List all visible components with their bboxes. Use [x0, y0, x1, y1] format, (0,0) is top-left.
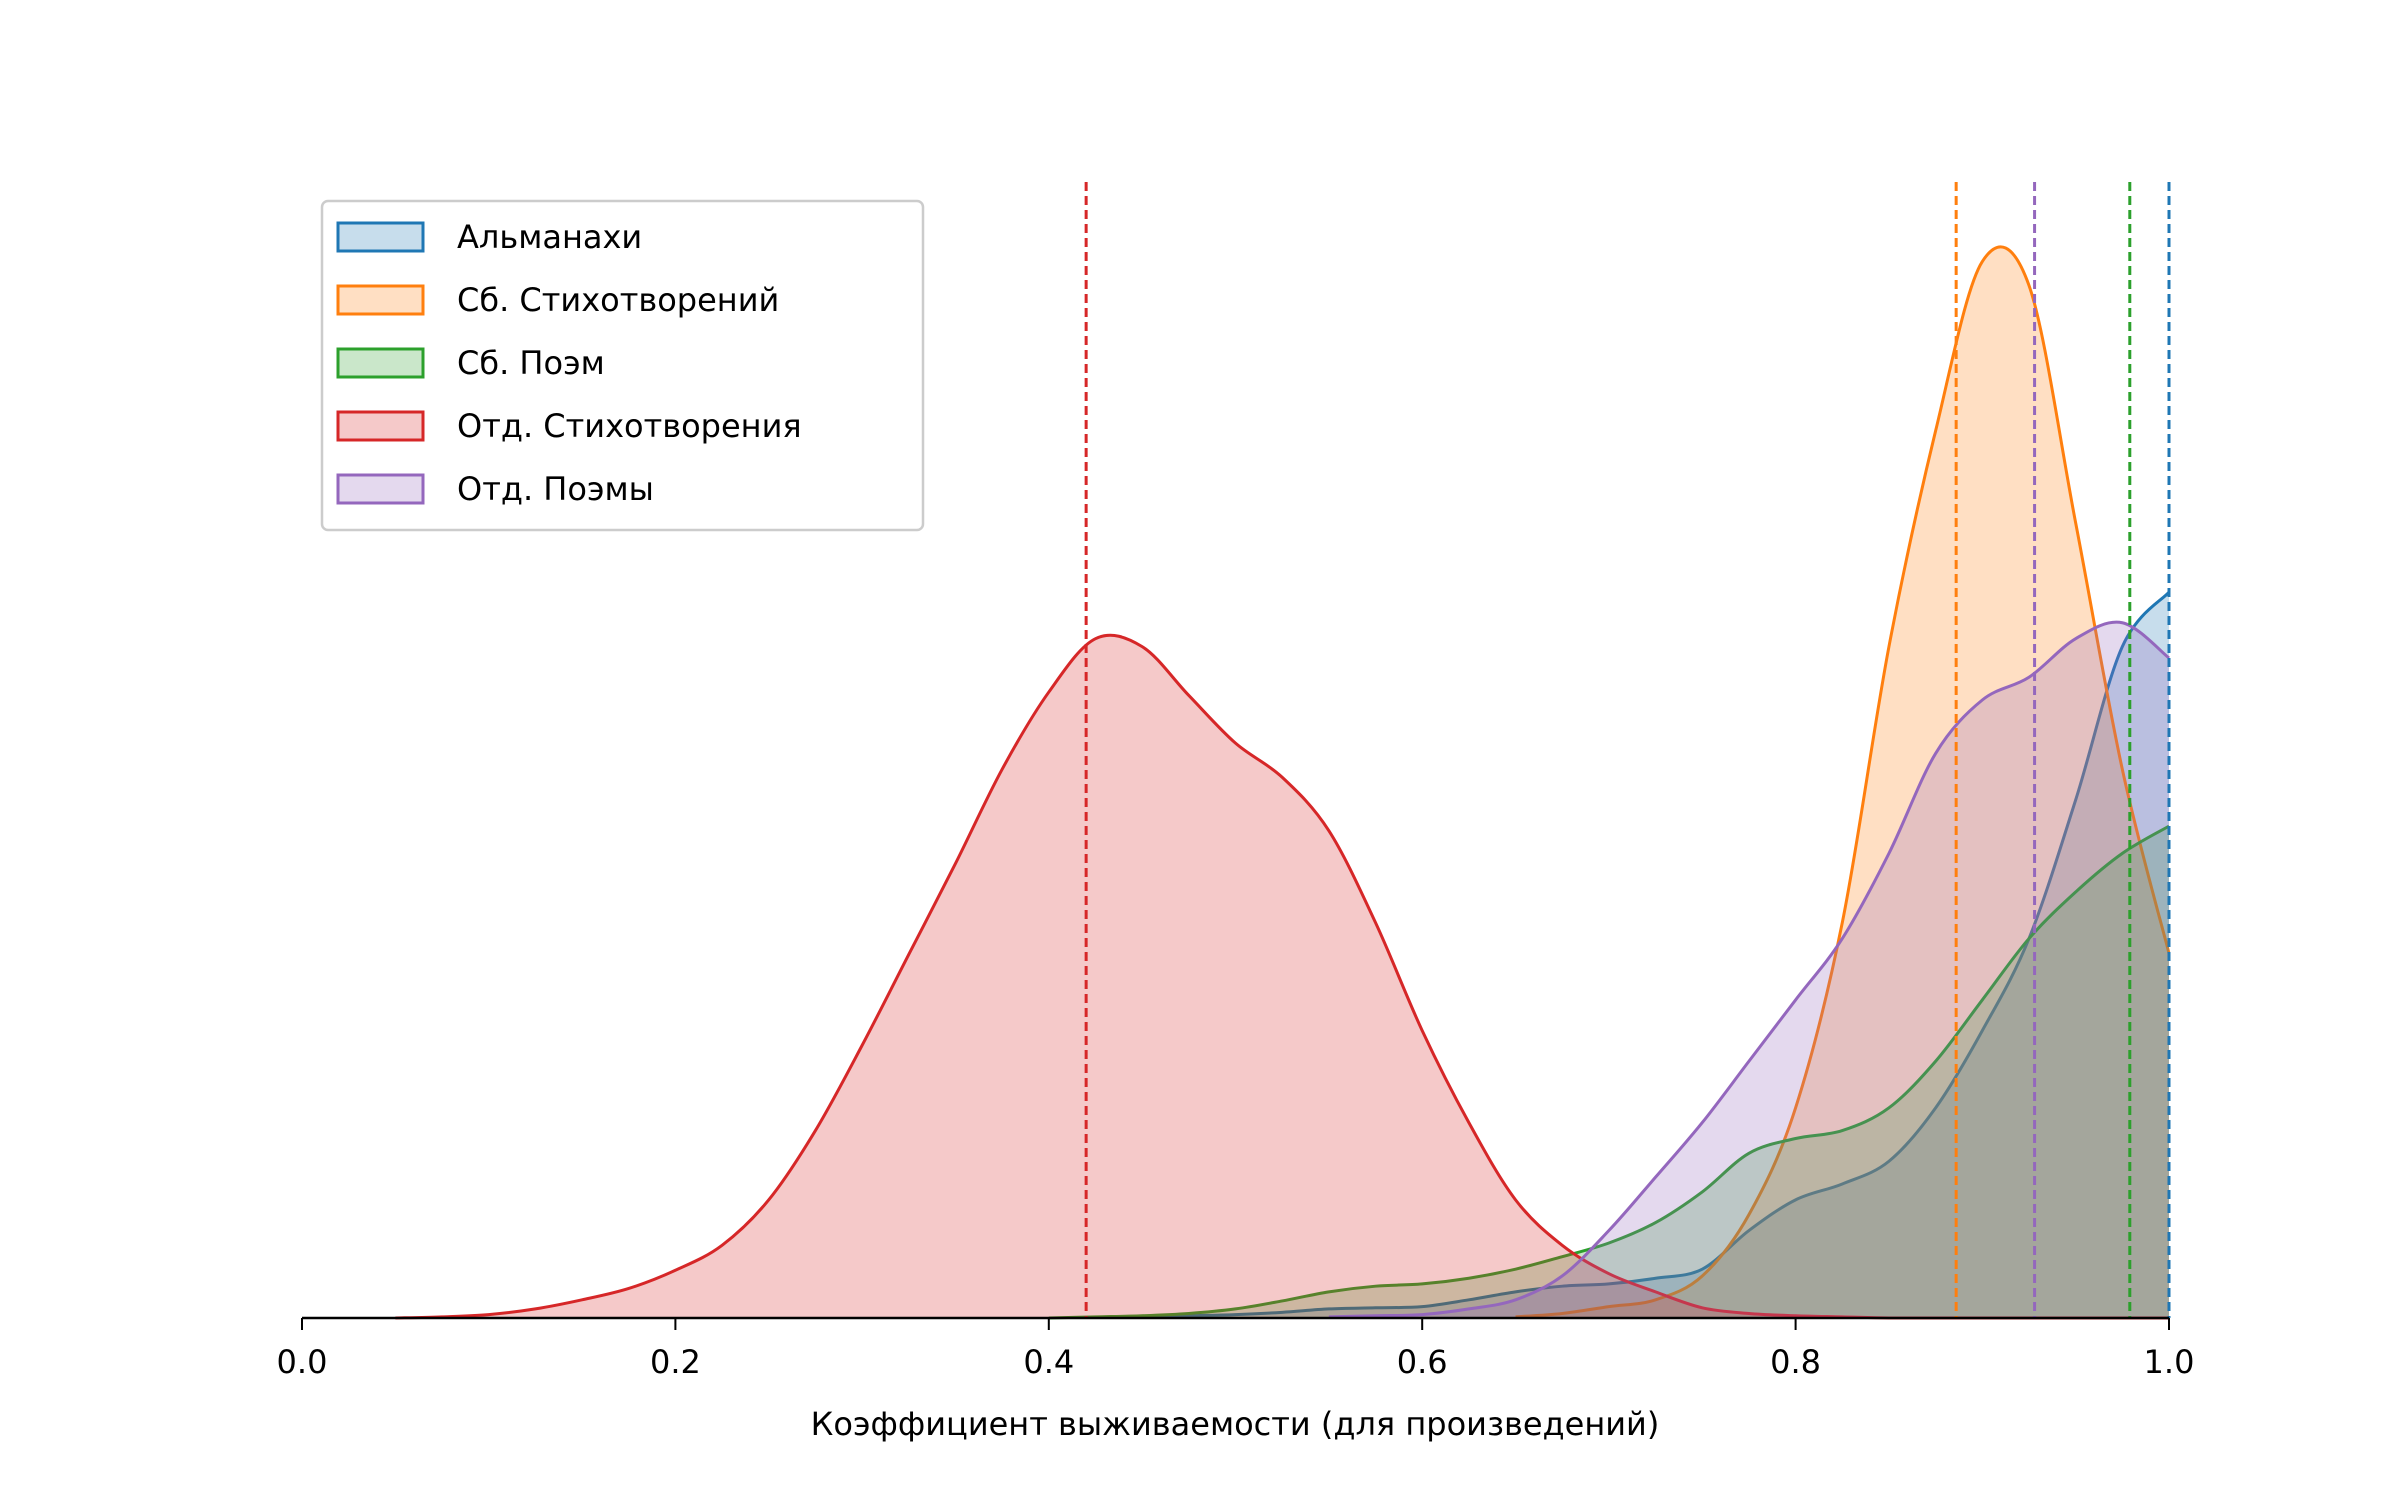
x-tick-label: 0.4 — [1023, 1343, 1074, 1381]
legend-swatch — [336, 410, 425, 442]
legend-label: Отд. Стихотворения — [457, 407, 802, 445]
legend-label: Альманахи — [457, 218, 642, 256]
legend-label: Отд. Поэмы — [457, 470, 654, 508]
legend: Альманахи Сб. Стихотворений Сб. Поэм Отд. С… — [320, 199, 925, 532]
legend-swatch — [336, 221, 425, 253]
x-tick-label: 0.8 — [1770, 1343, 1821, 1381]
density-line — [1328, 620, 2170, 1319]
legend-frame — [320, 199, 925, 532]
x-tick-label: 0.6 — [1397, 1343, 1448, 1381]
density-area — [395, 635, 2170, 1318]
density-area — [1142, 592, 2169, 1318]
legend-swatch — [336, 284, 425, 316]
x-tick-label: 0.0 — [277, 1343, 328, 1381]
density-area — [1048, 826, 2169, 1318]
legend-label: Сб. Стихотворений — [457, 281, 779, 319]
legend-swatch — [336, 347, 425, 379]
density-area — [1328, 622, 2169, 1318]
density-area — [1515, 246, 2169, 1319]
x-axis-label: Коэффициент выживаемости (для произведен… — [811, 1405, 1660, 1443]
density-line — [1142, 591, 2171, 1319]
x-tick-label: 1.0 — [2144, 1343, 2195, 1381]
x-tick-label: 0.2 — [650, 1343, 701, 1381]
legend-swatch — [336, 473, 425, 505]
density-line — [1048, 824, 2170, 1320]
legend-label: Сб. Поэм — [457, 344, 605, 382]
